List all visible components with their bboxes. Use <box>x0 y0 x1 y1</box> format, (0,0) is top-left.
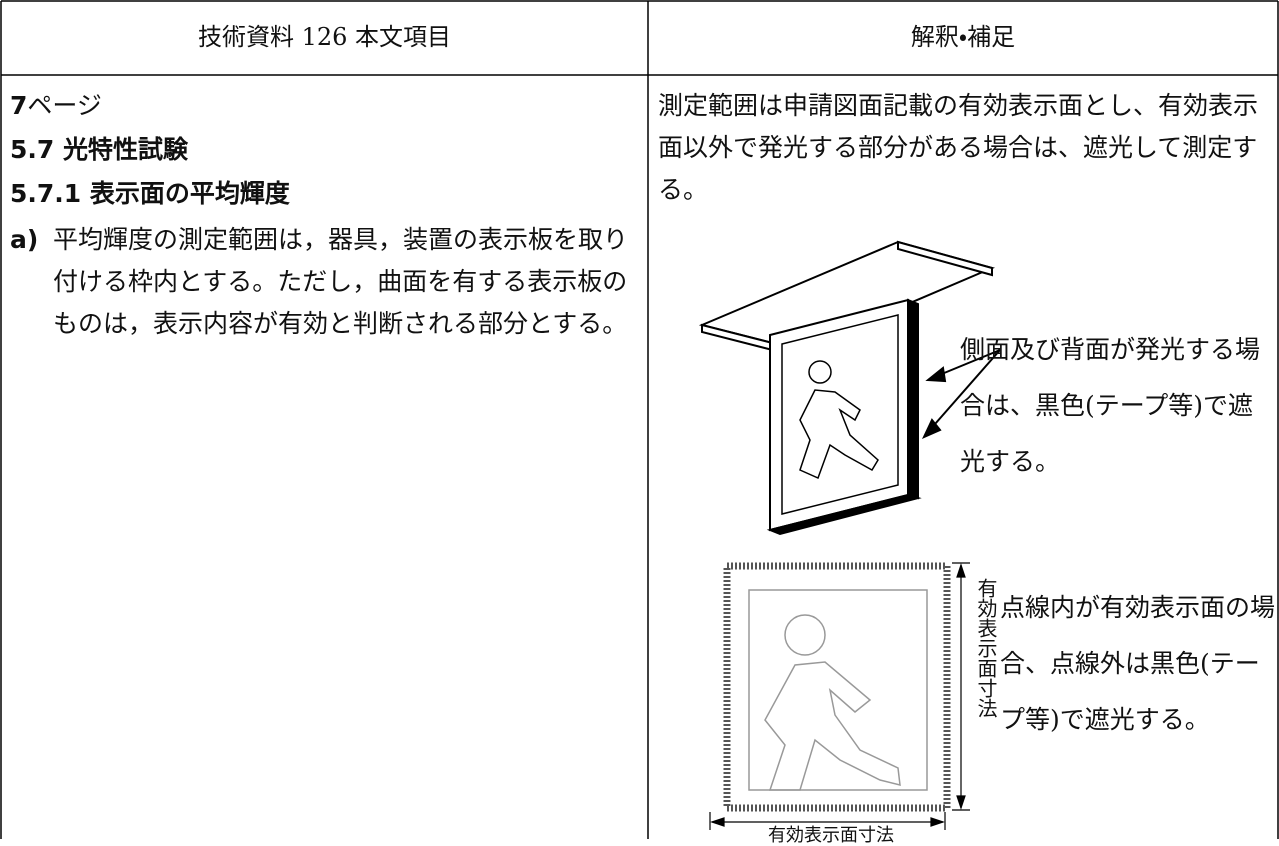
right-paragraph: 測定範囲は申請図面記載の有効表示面とし、有効表示面以外で発光する部分がある場合は… <box>658 91 1259 204</box>
item-label: a) <box>10 225 39 254</box>
section-heading: 5.7 光特性試験 <box>10 135 188 164</box>
vertical-dimension-label: 有効表示面寸法 <box>974 578 998 718</box>
figure-2 <box>709 562 970 830</box>
horizontal-dimension-label: 有効表示面寸法 <box>768 825 894 846</box>
page-number: 7 <box>10 91 28 120</box>
item-text: 平均輝度の測定範囲は，器具，装置の表示板を取り付ける枠内とする。ただし，曲面を有… <box>53 225 629 338</box>
figure-1-note: 側面及び背面が発光する場合は、黒色(テープ等)で遮光する。 <box>960 335 1261 476</box>
header-left: 技術資料 126 本文項目 <box>197 23 452 51</box>
header-right: 解釈・補足 <box>910 23 1016 51</box>
figure-2-note: 点線内が有効表示面の場合、点線外は黒色(テープ等)で遮光する。 <box>1000 593 1276 734</box>
figure-1 <box>698 240 1001 536</box>
page-ref: 7ページ <box>10 85 102 127</box>
subsection-heading: 5.7.1 表示面の平均輝度 <box>10 179 290 208</box>
page-label: ページ <box>27 91 102 120</box>
